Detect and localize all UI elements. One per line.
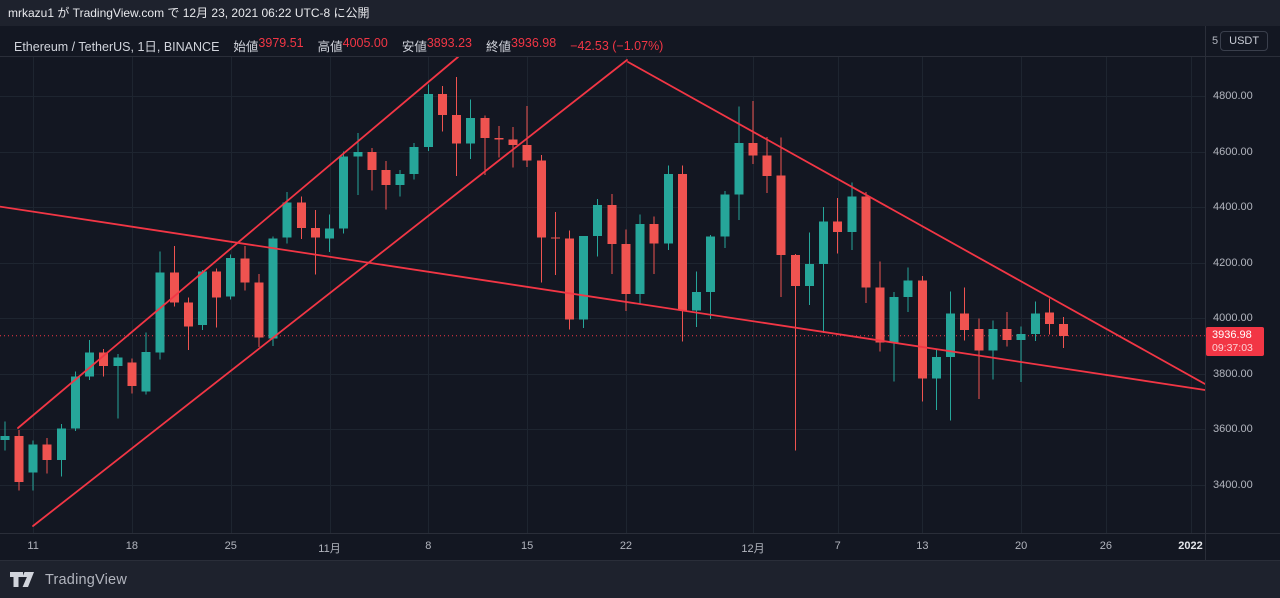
price-scale-header: 5 USDT xyxy=(1206,31,1269,51)
price-tick-label: 4600.00 xyxy=(1213,145,1253,158)
legend-low: 安値 3893.23 xyxy=(401,36,473,54)
price-tick-label: 4200.00 xyxy=(1213,256,1253,269)
bar-countdown: 09:37:03 xyxy=(1212,341,1253,354)
time-tick-label: 11 xyxy=(27,540,39,552)
time-tick-label: 20 xyxy=(1015,540,1028,552)
trendline-ascending-channel-lower xyxy=(32,59,628,527)
time-tick-label: 22 xyxy=(619,540,633,552)
time-tick-label: 11月 xyxy=(318,543,341,555)
plot-frame xyxy=(0,26,1280,560)
chart-legend: Ethereum / TetherUS, 1日, BINANCE 始値 3979.… xyxy=(14,36,663,55)
legend-open: 始値 3979.51 xyxy=(233,36,304,54)
price-tick-label: 4400.00 xyxy=(1213,201,1253,214)
partial-price-label: 5 xyxy=(1212,35,1219,47)
candles xyxy=(0,77,1068,491)
price-tick-label: 3400.00 xyxy=(1213,479,1253,491)
tradingview-brand-text[interactable]: TradingView xyxy=(45,571,127,588)
time-tick-label: 2022 xyxy=(1178,540,1203,552)
time-axis[interactable]: 11 18 25 11月 8 15 22 12月 7 13 20 26 2022 xyxy=(0,533,1280,560)
time-tick-label: 8 xyxy=(425,540,432,552)
price-tick-label: 3600.00 xyxy=(1213,423,1253,436)
time-tick-label: 25 xyxy=(224,540,237,552)
footer-bar: TradingView xyxy=(0,560,1280,598)
trend-lines[interactable] xyxy=(0,56,1206,527)
time-tick-label: 18 xyxy=(125,540,139,552)
price-axis[interactable]: 4800.00 4600.00 4400.00 4200.00 4000.00 3800.… xyxy=(1206,26,1280,533)
trendline-descending-resistance xyxy=(627,61,1206,385)
currency-unit-button[interactable]: USDT xyxy=(1220,31,1269,51)
time-tick-label: 7 xyxy=(834,540,841,552)
symbol-title: Ethereum / TetherUS, 1日, BINANCE xyxy=(14,40,220,54)
last-price-value: 3936.98 xyxy=(1212,328,1252,341)
grid-lines xyxy=(0,56,1205,533)
last-price-badge: 3936.98 09:37:03 xyxy=(1206,326,1264,356)
trendline-descending-support xyxy=(0,205,1206,391)
time-tick-label: 12月 xyxy=(741,543,765,555)
price-tick-label: 4800.00 xyxy=(1213,90,1253,102)
legend-change: −42.53 (−1.07%) xyxy=(570,38,664,53)
legend-high: 高値 4005.00 xyxy=(317,36,388,54)
price-tick-label: 4000.00 xyxy=(1213,312,1253,325)
price-tick-label: 3800.00 xyxy=(1213,367,1253,380)
tradingview-logo-icon[interactable] xyxy=(10,570,37,589)
time-tick-label: 26 xyxy=(1099,540,1112,552)
legend-close: 終値 3936.98 xyxy=(486,36,557,54)
publish-bar-text: mrkazu1 が TradingView.com で 12月 23, 2021… xyxy=(8,6,370,20)
publish-bar: mrkazu1 が TradingView.com で 12月 23, 2021… xyxy=(0,0,1280,26)
time-tick-label: 13 xyxy=(916,540,929,552)
time-tick-label: 15 xyxy=(521,540,534,552)
